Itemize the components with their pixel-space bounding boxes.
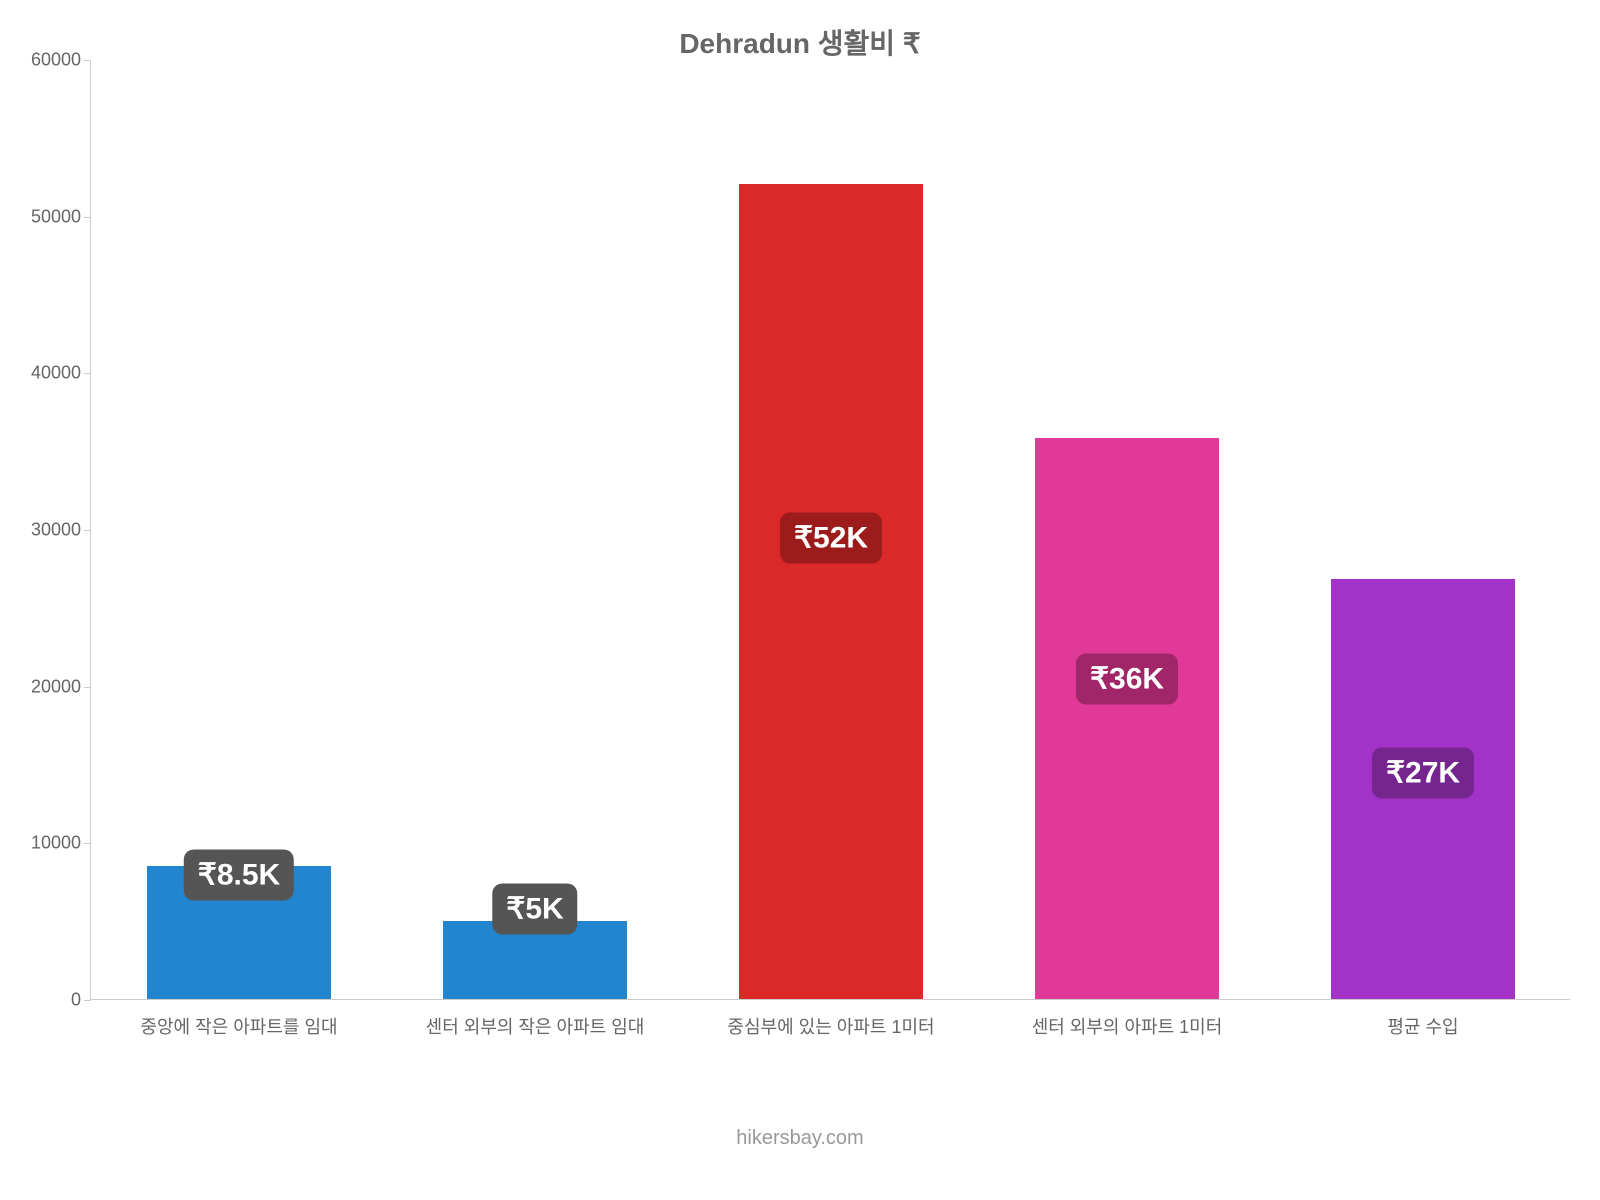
bar	[739, 184, 923, 999]
credit-text: hikersbay.com	[0, 1127, 1600, 1150]
x-tick-label: 중앙에 작은 아파트를 임대	[140, 999, 337, 1039]
y-tick-label: 10000	[31, 833, 91, 854]
cost-of-living-chart: Dehradun 생활비 ₹ 0100002000030000400005000…	[0, 0, 1600, 1200]
bar-value-label: ₹5K	[492, 884, 577, 935]
bar-value-label: ₹36K	[1076, 653, 1178, 704]
bar-value-label: ₹8.5K	[184, 849, 294, 900]
x-tick-label: 중심부에 있는 아파트 1미터	[727, 999, 934, 1039]
y-tick-label: 20000	[31, 676, 91, 697]
x-tick-label: 평균 수입	[1387, 999, 1458, 1039]
y-tick-mark	[84, 60, 91, 61]
bar-value-label: ₹52K	[780, 512, 882, 563]
y-tick-mark	[84, 1000, 91, 1001]
x-tick-label: 센터 외부의 아파트 1미터	[1032, 999, 1223, 1039]
y-tick-label: 50000	[31, 206, 91, 227]
chart-title: Dehradun 생활비 ₹	[0, 22, 1600, 62]
y-tick-mark	[84, 687, 91, 688]
y-tick-label: 60000	[31, 50, 91, 71]
bar-value-label: ₹27K	[1372, 747, 1474, 798]
y-tick-mark	[84, 843, 91, 844]
x-tick-label: 센터 외부의 작은 아파트 임대	[426, 999, 645, 1039]
y-tick-mark	[84, 530, 91, 531]
bar	[1035, 438, 1219, 999]
y-tick-label: 30000	[31, 520, 91, 541]
y-tick-label: 40000	[31, 363, 91, 384]
y-tick-mark	[84, 217, 91, 218]
y-tick-mark	[84, 373, 91, 374]
plot-area: 0100002000030000400005000060000₹8.5K중앙에 …	[90, 60, 1570, 1000]
